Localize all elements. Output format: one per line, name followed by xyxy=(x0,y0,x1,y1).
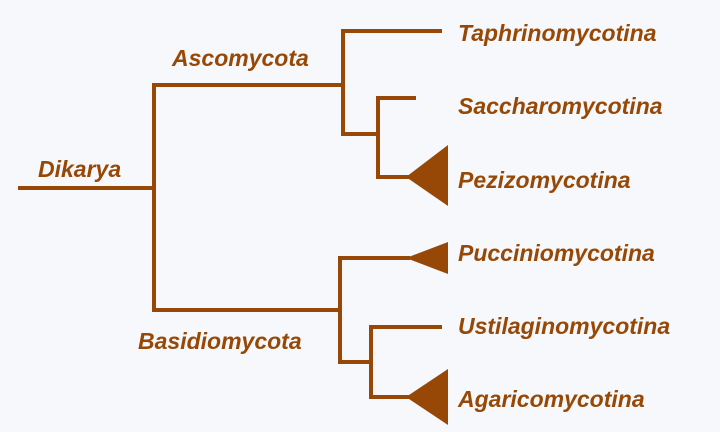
label-saccharomycotina: Saccharomycotina xyxy=(458,93,663,119)
collapsed-clade-pucciniomycotina xyxy=(406,242,448,274)
label-pezizomycotina: Pezizomycotina xyxy=(458,167,631,193)
label-ascomycota: Ascomycota xyxy=(172,45,309,71)
collapsed-clade-pezizomycotina xyxy=(406,145,448,206)
label-pucciniomycotina: Pucciniomycotina xyxy=(458,240,655,266)
label-basidiomycota: Basidiomycota xyxy=(138,328,302,354)
label-dikarya: Dikarya xyxy=(38,156,122,182)
label-agaricomycotina: Agaricomycotina xyxy=(458,386,645,412)
collapsed-clade-agaricomycotina xyxy=(406,369,448,425)
label-taphrinomycotina: Taphrinomycotina xyxy=(458,20,657,46)
label-ustilaginomycotina: Ustilaginomycotina xyxy=(458,313,671,339)
